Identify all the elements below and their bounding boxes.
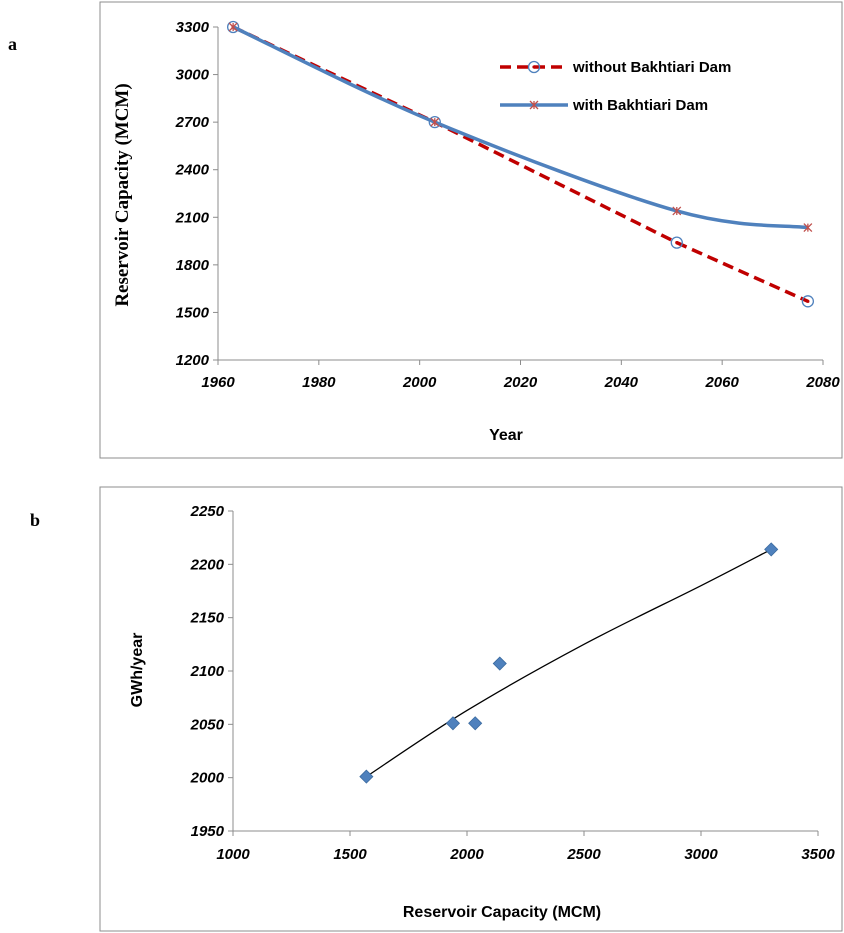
y-tick-label: 1500	[176, 304, 210, 321]
panel-b-trendline	[366, 548, 772, 778]
panel-b-chart: 1950 2000 2050 2100 2150 2200 2250 1000 1500 200…	[129, 503, 835, 921]
panel-a-label: a	[8, 34, 17, 54]
panel-a-frame	[99, 1, 843, 459]
y-tick-label: 2250	[190, 503, 225, 520]
x-tick-label: 2060	[704, 374, 739, 391]
x-tick-label: 1500	[333, 846, 367, 863]
circle-marker-center	[675, 241, 679, 245]
panel-b-y-axis-title: GWh/year	[129, 633, 146, 708]
panel-a-x-ticks: 1960 1980 2000 2020 2040 2060 2080	[201, 360, 840, 391]
panel-a-chart: 1200 1500 1800 2100 2400 2700 3000 3300 1960 198…	[112, 19, 840, 444]
y-tick-label: 2000	[190, 770, 225, 787]
x-tick-label: 1980	[302, 374, 336, 391]
x-tick-label: 3000	[684, 846, 718, 863]
data-point	[764, 542, 779, 557]
star-marker	[430, 117, 440, 127]
panel-a-x-axis-title: Year	[489, 427, 523, 444]
panel-b-label: b	[30, 510, 40, 530]
y-tick-label: 1800	[176, 257, 210, 274]
circle-marker	[226, 20, 240, 34]
circle-marker	[428, 115, 441, 129]
y-tick-label: 1200	[176, 352, 210, 369]
star-marker	[529, 100, 539, 110]
x-tick-label: 2500	[566, 846, 601, 863]
panel-b-axes	[232, 511, 818, 832]
star-marker	[672, 206, 682, 216]
y-tick-label: 2150	[190, 610, 225, 627]
y-tick-label: 3300	[176, 19, 210, 36]
circle-marker-center	[806, 299, 810, 303]
star-marker	[228, 22, 238, 32]
series-with-bakhtiari-dam	[228, 22, 813, 233]
panel-a-series	[226, 20, 815, 308]
series-line	[232, 25, 809, 230]
circle-marker	[670, 236, 683, 249]
x-tick-label: 2000	[402, 374, 437, 391]
y-tick-label: 2100	[190, 663, 225, 680]
x-tick-label: 2000	[449, 846, 484, 863]
legend-label: with Bakhtiari Dam	[572, 97, 708, 114]
y-tick-label: 2200	[190, 556, 225, 573]
circle-marker	[527, 60, 541, 74]
y-tick-label: 3000	[176, 67, 210, 84]
panel-b-frame	[99, 486, 843, 932]
circle-marker-center	[532, 65, 536, 69]
x-tick-label: 2040	[604, 374, 639, 391]
panel-b-x-axis-title: Reservoir Capacity (MCM)	[403, 904, 601, 921]
panel-a-y-ticks: 1200 1500 1800 2100 2400 2700 3000 3300	[175, 19, 218, 369]
x-tick-label: 1000	[216, 846, 250, 863]
x-tick-label: 2080	[805, 374, 840, 391]
panel-a-axes	[217, 27, 823, 361]
data-point	[492, 656, 507, 671]
panel-b-y-ticks: 1950 2000 2050 2100 2150 2200 2250	[190, 503, 233, 840]
legend-item: without Bakhtiari Dam	[500, 59, 731, 76]
y-tick-label: 2400	[175, 162, 210, 179]
panel-a-y-axis-title: Reservoir Capacity (MCM)	[112, 83, 133, 306]
data-point	[468, 716, 483, 731]
x-tick-label: 1960	[201, 374, 235, 391]
x-tick-label: 2020	[503, 374, 538, 391]
legend-item: with Bakhtiari Dam	[500, 97, 708, 114]
star-marker	[803, 223, 813, 233]
circle-marker	[801, 295, 815, 308]
panel-a-legend: without Bakhtiari Dam with Bakhtiari Dam	[500, 59, 731, 114]
panel-b-points	[359, 542, 779, 784]
trendline-curve	[366, 548, 772, 778]
y-tick-label: 2700	[175, 114, 210, 131]
x-tick-label: 3500	[801, 846, 835, 863]
data-point	[359, 769, 374, 784]
y-tick-label: 2050	[190, 716, 225, 733]
y-tick-label: 2100	[175, 209, 210, 226]
data-point	[445, 716, 461, 731]
panel-b-x-ticks: 1000 1500 2000 2500 3000 3500	[216, 831, 835, 863]
legend-label: without Bakhtiari Dam	[572, 59, 731, 76]
y-tick-label: 1950	[191, 823, 225, 840]
